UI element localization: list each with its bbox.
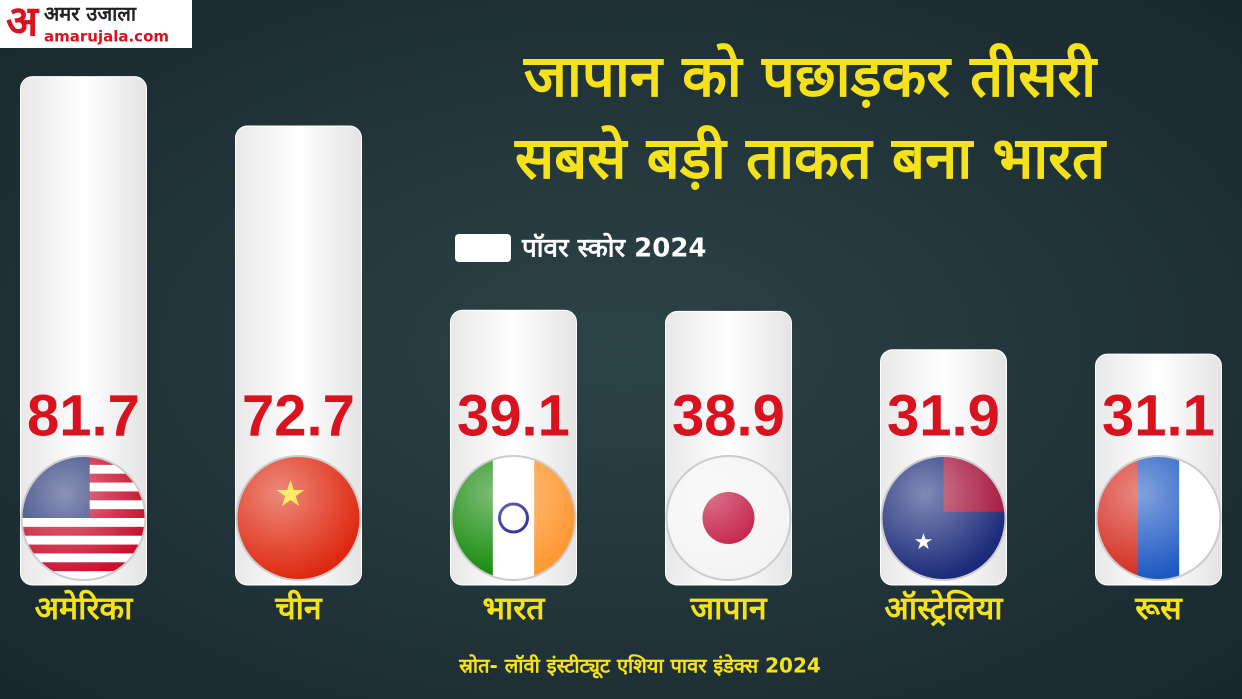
value-label: 72.7 [242, 383, 355, 448]
legend-label: पॉवर स्कोर 2024 [521, 233, 707, 264]
x-tick-label: रूस [1134, 589, 1183, 627]
x-tick-label: भारत [482, 589, 546, 627]
logo-mark: अ [6, 0, 40, 46]
logo: अ अमर उजाला amarujala.com [0, 0, 192, 48]
bar [20, 76, 147, 586]
x-tick-label: चीन [274, 589, 323, 627]
flag-shine [1095, 455, 1222, 581]
value-label: 81.7 [27, 383, 140, 448]
flag-shine [20, 455, 147, 581]
logo-site: amarujala.com [44, 28, 169, 46]
value-label: 38.9 [672, 383, 785, 448]
flag-shine [235, 455, 362, 581]
x-tick-label: जापान [689, 589, 767, 627]
source: स्रोत- लॉवी इंस्टीट्यूट एशिया पावर इंडेक… [458, 654, 821, 679]
flag-shine [665, 455, 792, 581]
flag-shine [450, 455, 577, 581]
value-label: 31.9 [887, 383, 1000, 448]
flag: ★ [235, 455, 362, 581]
flag [1095, 455, 1222, 581]
flag-shine [880, 455, 1007, 581]
x-tick-label: अमेरिका [35, 589, 135, 627]
flag [665, 455, 792, 581]
chart-title: सबसे बड़ी ताकत बना भारत [514, 124, 1107, 192]
value-label: 39.1 [457, 383, 570, 448]
value-label: 31.1 [1102, 383, 1215, 448]
legend-swatch [455, 234, 511, 262]
flag [20, 455, 147, 581]
logo-box [0, 0, 192, 48]
x-tick-label: ऑस्ट्रेलिया [884, 589, 1004, 627]
chart-title: जापान को पछाड़कर तीसरी [523, 42, 1098, 110]
flag [450, 455, 577, 581]
logo-name: अमर उजाला [44, 2, 137, 26]
flag: ★ [880, 455, 1007, 581]
